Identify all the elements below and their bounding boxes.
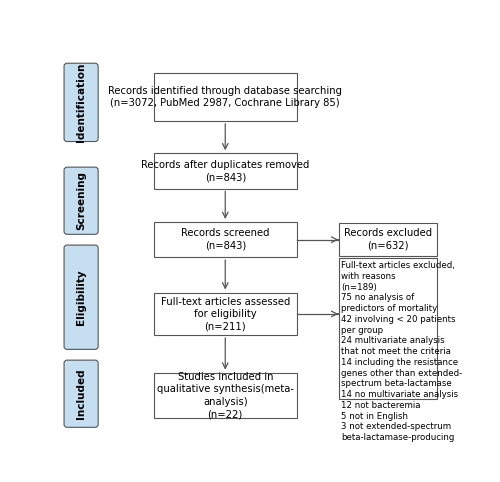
Text: Eligibility: Eligibility xyxy=(76,269,86,325)
Text: Full-text articles assessed
for eligibility
(n=211): Full-text articles assessed for eligibil… xyxy=(160,296,290,331)
Text: Records excluded
(n=632): Records excluded (n=632) xyxy=(344,228,432,251)
FancyBboxPatch shape xyxy=(64,63,98,142)
Bar xyxy=(154,293,297,335)
Text: Records screened
(n=843): Records screened (n=843) xyxy=(181,228,270,251)
Bar xyxy=(154,73,297,121)
FancyBboxPatch shape xyxy=(64,167,98,234)
FancyBboxPatch shape xyxy=(64,245,98,349)
Text: Screening: Screening xyxy=(76,171,86,230)
Bar xyxy=(154,373,297,418)
FancyBboxPatch shape xyxy=(64,360,98,428)
Text: Included: Included xyxy=(76,368,86,419)
Text: Records identified through database searching
(n=3072, PubMed 2987, Cochrane Lib: Records identified through database sear… xyxy=(108,86,342,108)
Bar xyxy=(154,153,297,188)
Text: Studies included in
qualitative synthesis(meta-
analysis)
(n=22): Studies included in qualitative synthesi… xyxy=(157,372,294,419)
Text: Records after duplicates removed
(n=843): Records after duplicates removed (n=843) xyxy=(141,160,310,182)
Bar xyxy=(338,258,438,399)
Bar xyxy=(338,223,438,256)
Text: Identification: Identification xyxy=(76,63,86,142)
Text: Full-text articles excluded,
with reasons
(n=189)
75 no analysis of
predictors o: Full-text articles excluded, with reason… xyxy=(342,261,462,442)
Bar xyxy=(154,222,297,257)
